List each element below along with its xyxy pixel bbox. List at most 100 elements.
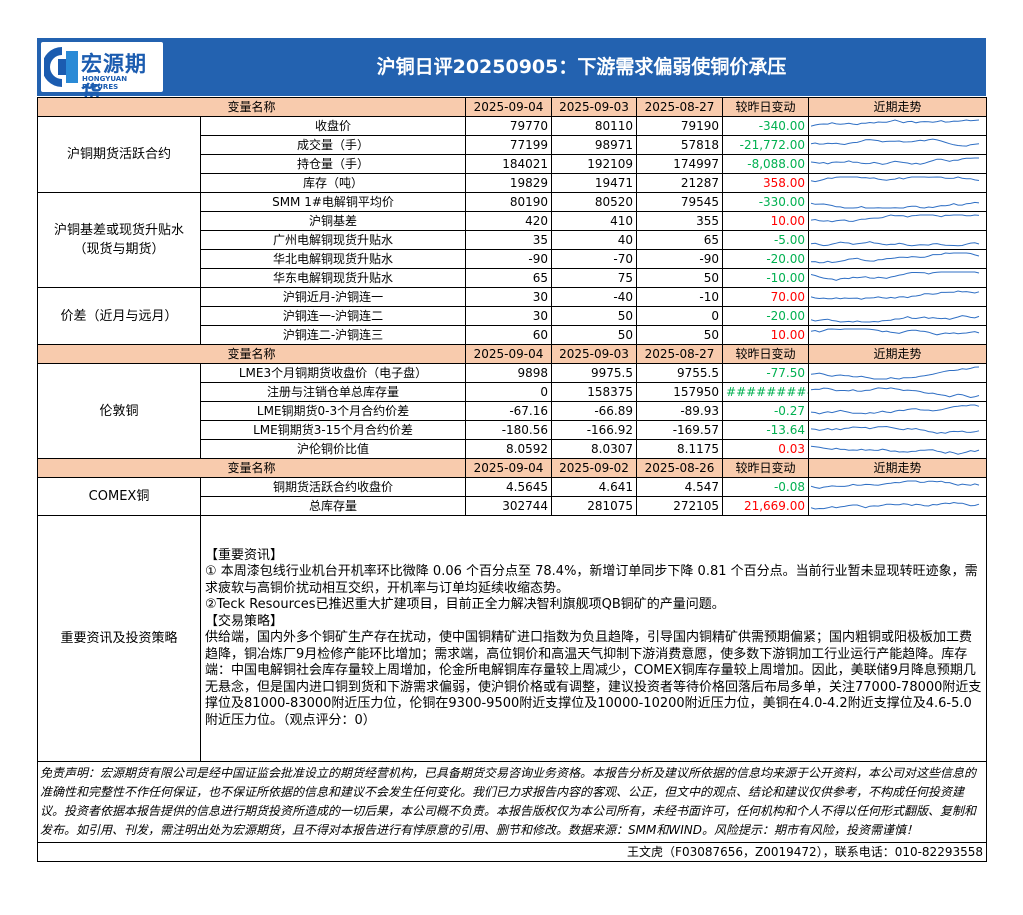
group-name-line: （现货与期货） bbox=[73, 242, 165, 257]
variable-name: LME铜期货3-15个月合约价差 bbox=[199, 420, 467, 440]
value-cell: 50 bbox=[636, 268, 724, 288]
data-row: 沪铜基差或现货升贴水 （现货与期货） SMM 1#电解铜平均价 80190 80520 7… bbox=[37, 192, 988, 288]
column-header: 2025-09-02 bbox=[551, 458, 638, 478]
value-cell: 80110 bbox=[551, 116, 638, 136]
column-header: 变量名称 bbox=[36, 97, 467, 117]
author: 王文虎（F03087656，Z0019472），联系电话：010-8229355… bbox=[36, 842, 988, 862]
value-cell: 40 bbox=[551, 230, 638, 250]
trend-cell bbox=[808, 477, 988, 497]
report-title: 沪铜日评20250905：下游需求偏弱使铜价承压 bbox=[376, 56, 787, 78]
trend-cell bbox=[808, 287, 988, 307]
sparkline bbox=[811, 176, 980, 183]
variable-name: 华东电解铜现货升贴水 bbox=[199, 268, 467, 288]
logo-subtext: HONGYUAN FUTURES bbox=[82, 75, 128, 91]
trend-cell bbox=[808, 401, 988, 421]
trend-cell bbox=[808, 496, 988, 516]
sparkline bbox=[811, 290, 980, 300]
trend-cell bbox=[808, 268, 988, 288]
column-header: 2025-08-27 bbox=[636, 97, 724, 117]
value-cell: 281075 bbox=[551, 496, 638, 516]
sparkline bbox=[811, 425, 980, 434]
value-cell: 21287 bbox=[636, 173, 724, 193]
value-cell: 4.641 bbox=[551, 477, 638, 497]
strategy-paragraph: 【重要资讯】 bbox=[205, 547, 284, 563]
strategy-paragraph: ②Teck Resources已推迟重大扩建项目，目前正全力解决智利旗舰项QB铜… bbox=[205, 597, 725, 613]
trend-cell bbox=[808, 211, 988, 231]
sparkline bbox=[811, 252, 980, 264]
value-cell: 35 bbox=[465, 230, 553, 250]
change-value: 10.00 bbox=[722, 325, 810, 345]
sparkline-path bbox=[811, 387, 980, 399]
trend-cell bbox=[808, 363, 988, 383]
column-header: 2025-09-04 bbox=[465, 344, 553, 364]
sparkline-path bbox=[811, 252, 980, 264]
data-row: 沪铜连一-沪铜连二 30 50 0 -20.00 bbox=[38, 306, 988, 326]
sparkline bbox=[811, 404, 980, 415]
value-cell: 9975.5 bbox=[551, 363, 638, 383]
sparkline bbox=[811, 201, 980, 209]
trend-cell bbox=[808, 420, 988, 440]
sparkline bbox=[811, 138, 980, 147]
value-cell: 79190 bbox=[636, 116, 724, 136]
value-cell: 8.0592 bbox=[465, 439, 553, 459]
variable-name: 沪铜基差 bbox=[199, 211, 467, 231]
column-header: 2025-09-03 bbox=[551, 97, 638, 117]
value-cell: 0 bbox=[636, 306, 724, 326]
value-cell: -40 bbox=[551, 287, 638, 307]
group-name: 价差（近月与远月） bbox=[37, 287, 201, 345]
variable-name: 铜期货活跃合约收盘价 bbox=[199, 477, 467, 497]
variable-name: 华北电解铜现货升贴水 bbox=[199, 249, 467, 269]
column-header: 较昨日变动 bbox=[722, 458, 810, 478]
group-name: COMEX铜 bbox=[37, 477, 201, 516]
value-cell: 77199 bbox=[465, 135, 553, 155]
variable-name: 注册与注销仓单总库存量 bbox=[199, 382, 467, 402]
value-cell: -169.57 bbox=[636, 420, 724, 440]
value-cell: 80520 bbox=[551, 192, 638, 212]
strategy-paragraph: 供给端，国内外多个铜矿生产存在扰动，使中国铜精矿进口指数为负且趋降，引导国内铜精… bbox=[205, 630, 982, 728]
value-cell: 420 bbox=[465, 211, 553, 231]
column-header: 较昨日变动 bbox=[722, 344, 810, 364]
value-cell: -89.93 bbox=[636, 401, 724, 421]
sparkline bbox=[811, 328, 980, 336]
header-banner: 宏源期货 HONGYUAN FUTURES 沪铜日评20250905：下游需求偏… bbox=[37, 38, 986, 106]
change-value: -0.27 bbox=[722, 401, 810, 421]
change-value: -13.64 bbox=[722, 420, 810, 440]
data-row: 伦敦铜 LME3个月铜期货收盘价（电子盘） 9898 9975.5 9755.5 -77.… bbox=[37, 363, 988, 459]
value-cell: -10 bbox=[636, 287, 724, 307]
data-row: 沪铜期货活跃合约 收盘价 79770 80110 79190 -340.00 bbox=[37, 116, 988, 193]
value-cell: 75 bbox=[551, 268, 638, 288]
value-cell: 4.5645 bbox=[465, 477, 553, 497]
change-value: -0.08 bbox=[722, 477, 810, 497]
change-value: -10.00 bbox=[722, 268, 810, 288]
author-row: 王文虎（F03087656，Z0019472），联系电话：010-8229355… bbox=[36, 842, 988, 862]
value-cell: -66.89 bbox=[551, 401, 638, 421]
strategy-paragraph: ① 本周漆包线行业机台开机率环比微降 0.06 个百分点至 78.4%，新增订单… bbox=[205, 564, 978, 596]
change-value: -20.00 bbox=[722, 306, 810, 326]
trend-cell bbox=[808, 173, 988, 193]
trend-cell bbox=[808, 135, 988, 155]
sparkline-path bbox=[811, 404, 980, 415]
change-value: ########## bbox=[722, 382, 810, 402]
value-cell: 158375 bbox=[551, 382, 638, 402]
trend-cell bbox=[808, 325, 988, 345]
variable-name: 沪铜连二-沪铜连三 bbox=[199, 325, 467, 345]
value-cell: 65 bbox=[636, 230, 724, 250]
column-header: 2025-08-26 bbox=[636, 458, 724, 478]
value-cell: 79770 bbox=[465, 116, 553, 136]
sparkline-path bbox=[811, 315, 980, 323]
variable-name: 总库存量 bbox=[199, 496, 467, 516]
trend-cell bbox=[808, 154, 988, 174]
column-header: 2025-08-27 bbox=[636, 344, 724, 364]
value-cell: 8.0307 bbox=[551, 439, 638, 459]
change-value: -21,772.00 bbox=[722, 135, 810, 155]
value-cell: -90 bbox=[465, 249, 553, 269]
data-table: 变量名称 2025-09-04 2025-09-03 2025-08-27 较昨日变动近… bbox=[36, 97, 988, 862]
sparkline-path bbox=[811, 290, 980, 300]
strategy-label: 重要资讯及投资策略 bbox=[37, 515, 201, 762]
value-cell: 184021 bbox=[465, 154, 553, 174]
column-header: 2025-09-04 bbox=[465, 458, 553, 478]
value-cell: 19829 bbox=[465, 173, 553, 193]
value-cell: 302744 bbox=[465, 496, 553, 516]
